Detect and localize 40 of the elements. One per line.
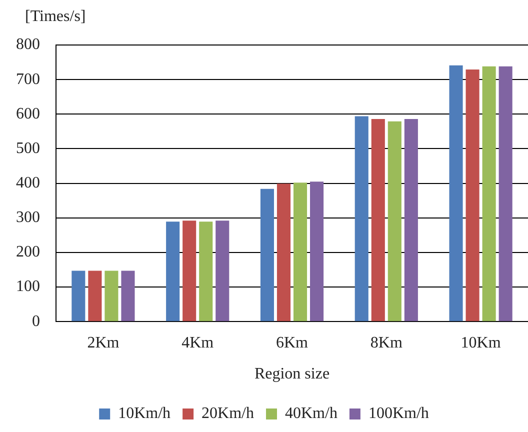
legend-label: 20Km/h — [202, 405, 254, 422]
bar — [293, 182, 308, 322]
bar — [216, 220, 230, 322]
bar — [88, 270, 102, 322]
y-tick-label: 100 — [16, 278, 40, 296]
bar — [371, 118, 385, 322]
bar — [104, 270, 118, 322]
y-tick-label: 200 — [16, 244, 40, 261]
legend-label: 40Km/h — [285, 405, 338, 422]
bar — [166, 222, 180, 322]
bar — [72, 270, 86, 322]
bar — [449, 65, 463, 322]
bar — [199, 222, 213, 322]
bar — [276, 184, 291, 322]
y-tick-label: 500 — [16, 140, 40, 157]
bar — [498, 66, 512, 322]
bar — [388, 121, 402, 322]
x-tick-label: 8Km — [370, 334, 403, 352]
y-tick-label: 700 — [16, 70, 40, 88]
bar — [260, 188, 274, 322]
y-axis-title: [Times/s] — [25, 8, 86, 26]
x-axis-title: Region size — [254, 366, 330, 383]
bar — [404, 118, 418, 322]
x-tick-label: 4Km — [182, 334, 214, 352]
y-tick-label: 300 — [16, 209, 40, 226]
bar — [310, 182, 324, 322]
bar — [121, 270, 135, 322]
y-tick-label: 0 — [32, 312, 40, 330]
x-tick-label: 6Km — [276, 334, 309, 352]
legend-label: 10Km/h — [118, 405, 171, 422]
y-tick-label: 600 — [16, 105, 40, 122]
bar — [354, 116, 368, 322]
y-tick-label: 400 — [16, 174, 40, 192]
bar — [466, 70, 480, 322]
x-tick-label: 10Km — [460, 334, 502, 352]
legend-label: 100Km/h — [368, 405, 429, 422]
bar — [482, 66, 496, 322]
bar — [182, 220, 196, 322]
x-tick-label: 2Km — [87, 334, 120, 352]
y-tick-label: 800 — [16, 36, 40, 54]
